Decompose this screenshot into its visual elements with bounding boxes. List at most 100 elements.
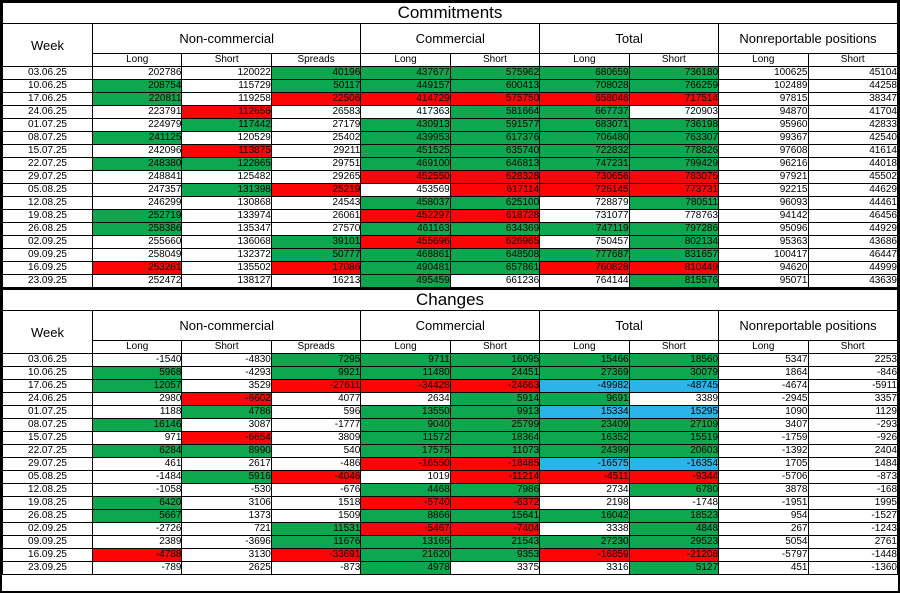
table-row: 09.09.25 2389 -3696 11676 13165 21543 27230 295…	[2, 535, 898, 549]
value-cell: 115729	[181, 79, 272, 93]
value-cell: 661236	[449, 274, 541, 288]
table-row: 17.06.25 12057 3529 -27611 -34428 -24663 -4998…	[2, 379, 898, 393]
value-cell: 208754	[91, 79, 183, 93]
value-cell: -4511	[539, 470, 630, 484]
table-row: 10.06.25 208754 115729 50117 449157 600413 708…	[2, 79, 898, 93]
value-cell: -6602	[181, 392, 272, 406]
value-cell: 43639	[807, 274, 898, 288]
value-cell: 736180	[628, 66, 720, 80]
value-cell: 1090	[718, 405, 809, 419]
value-cell: 726145	[539, 183, 630, 197]
week-cell: 02.09.25	[2, 522, 93, 536]
commitments-table: Commitments Week Non-commercial Commerci…	[2, 2, 898, 288]
value-cell: 3529	[181, 379, 272, 393]
value-cell: 11480	[360, 366, 451, 380]
week-cell: 05.08.25	[2, 183, 93, 197]
table-row: 16.09.25 253261 135502 17086 490481 657861 760…	[2, 261, 898, 275]
value-cell: 4786	[181, 405, 272, 419]
value-cell: 16042	[539, 509, 630, 523]
value-cell: 810449	[628, 261, 720, 275]
value-cell: -2726	[91, 522, 183, 536]
week-cell: 09.09.25	[2, 535, 93, 549]
value-cell: 736198	[628, 118, 720, 132]
value-cell: 575750	[449, 92, 541, 106]
week-cell: 26.08.25	[2, 509, 93, 523]
value-cell: 99367	[718, 131, 809, 145]
value-cell: 94870	[718, 105, 809, 119]
table-title-row: Changes	[2, 288, 898, 311]
value-cell: 731077	[539, 209, 630, 223]
value-cell: 9913	[449, 405, 541, 419]
value-cell: 133974	[181, 209, 272, 223]
value-cell: -16575	[539, 457, 630, 471]
table-row: 22.07.25 248380 122865 29751 469100 646813 747…	[2, 157, 898, 171]
value-cell: 773731	[628, 183, 720, 197]
value-cell: 797286	[628, 222, 720, 236]
col-nc-short: Short	[181, 340, 272, 354]
value-cell: 20603	[628, 444, 720, 458]
col-com-long: Long	[360, 340, 451, 354]
value-cell: 600413	[449, 79, 541, 93]
value-cell: -5797	[718, 548, 809, 562]
commitments-title: Commitments	[2, 2, 898, 24]
value-cell: 30079	[628, 366, 720, 380]
value-cell: 3357	[807, 392, 898, 406]
value-cell: 778763	[628, 209, 720, 223]
value-cell: 252472	[91, 274, 183, 288]
value-cell: 1705	[718, 457, 809, 471]
value-cell: 102489	[718, 79, 809, 93]
value-cell: 247357	[91, 183, 183, 197]
value-cell: 750457	[539, 235, 630, 249]
value-cell: 728879	[539, 196, 630, 210]
value-cell: 783075	[628, 170, 720, 184]
value-cell: -4046	[270, 470, 362, 484]
value-cell: 100417	[718, 248, 809, 262]
value-cell: 117442	[181, 118, 272, 132]
value-cell: 2253	[807, 353, 898, 367]
week-cell: 12.08.25	[2, 483, 93, 497]
value-cell: 17575	[360, 444, 451, 458]
value-cell: 13550	[360, 405, 451, 419]
value-cell: 248380	[91, 157, 183, 171]
value-cell: 3389	[628, 392, 720, 406]
value-cell: 4978	[360, 561, 451, 575]
col-nc-long: Long	[91, 340, 183, 354]
value-cell: 971	[91, 431, 183, 445]
value-cell: 581664	[449, 105, 541, 119]
value-cell: 2404	[807, 444, 898, 458]
col-nr-long: Long	[718, 340, 809, 354]
col-com-short: Short	[449, 53, 541, 67]
value-cell: 4077	[270, 392, 362, 406]
value-cell: 40196	[270, 66, 362, 80]
value-cell: 16146	[91, 418, 183, 432]
value-cell: 3087	[181, 418, 272, 432]
group-nonreportable: Nonreportable positions	[718, 23, 898, 54]
value-cell: 430913	[360, 118, 451, 132]
value-cell: 5054	[718, 535, 809, 549]
value-cell: 455696	[360, 235, 451, 249]
value-cell: -6654	[181, 431, 272, 445]
week-cell: 03.06.25	[2, 353, 93, 367]
value-cell: -16354	[628, 457, 720, 471]
value-cell: 617114	[449, 183, 541, 197]
value-cell: -4830	[181, 353, 272, 367]
value-cell: 46447	[807, 248, 898, 262]
value-cell: 763307	[628, 131, 720, 145]
value-cell: -7404	[449, 522, 541, 536]
value-cell: 5127	[628, 561, 720, 575]
value-cell: 11073	[449, 444, 541, 458]
value-cell: 246299	[91, 196, 183, 210]
value-cell: 15641	[449, 509, 541, 523]
col-nr-short: Short	[807, 53, 898, 67]
value-cell: -16859	[539, 548, 630, 562]
value-cell: 27179	[270, 118, 362, 132]
value-cell: 2625	[181, 561, 272, 575]
value-cell: 97921	[718, 170, 809, 184]
value-cell: 634369	[449, 222, 541, 236]
table-row: 29.07.25 461 2617 -486 -16550 -18485 -16575 -16…	[2, 457, 898, 471]
value-cell: 706480	[539, 131, 630, 145]
value-cell: 5914	[449, 392, 541, 406]
value-cell: 112656	[181, 105, 272, 119]
week-cell: 17.06.25	[2, 379, 93, 393]
value-cell: 4848	[628, 522, 720, 536]
